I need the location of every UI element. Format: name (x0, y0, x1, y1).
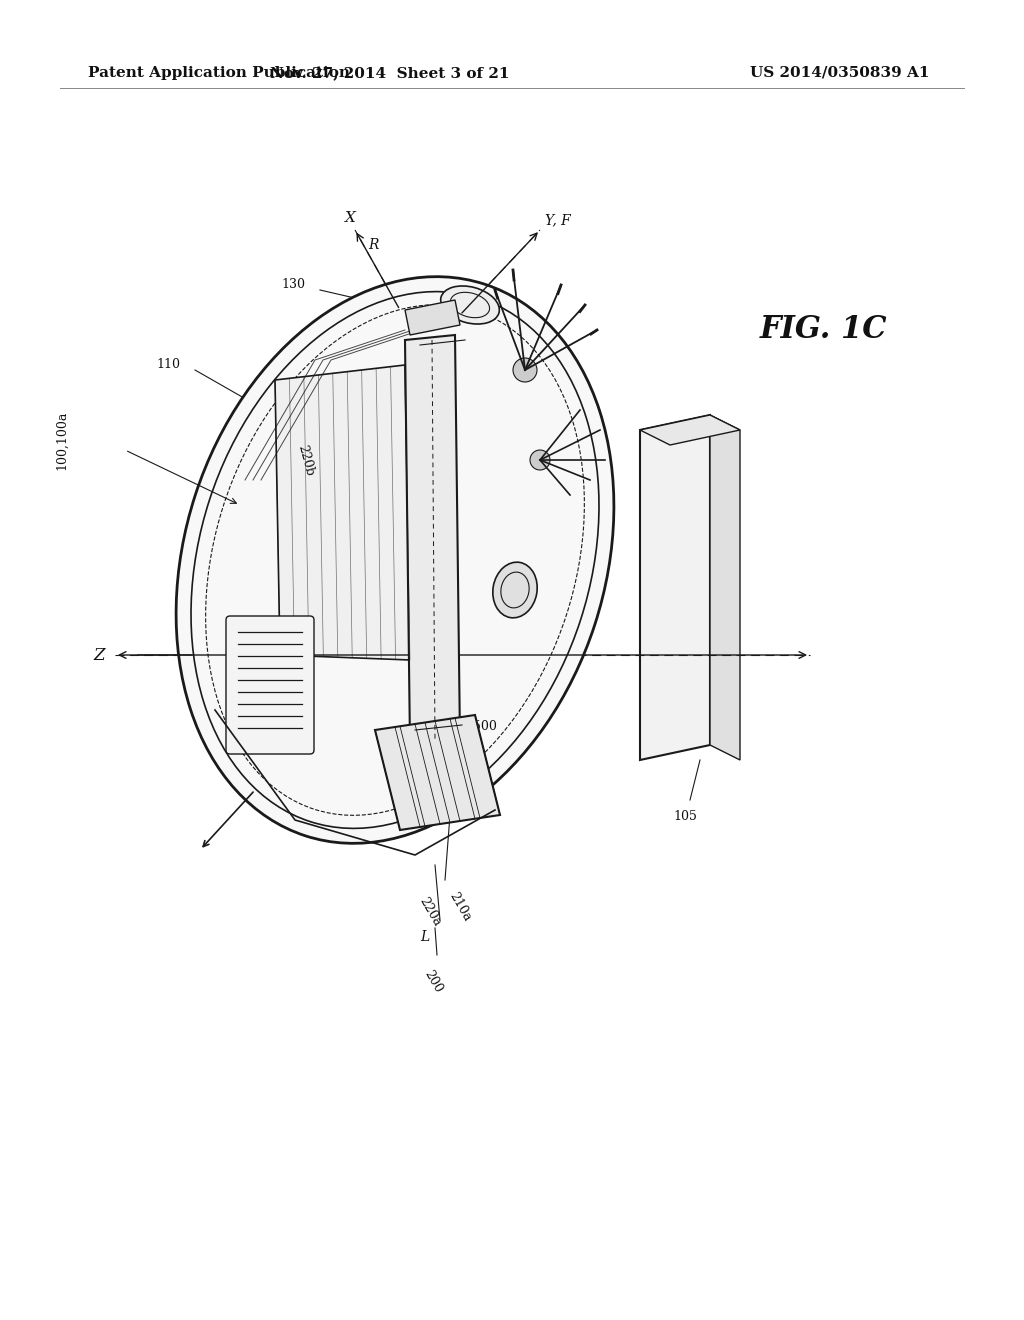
Ellipse shape (530, 450, 550, 470)
Polygon shape (375, 715, 500, 830)
Text: Y, F: Y, F (545, 213, 570, 227)
Text: 500: 500 (473, 719, 497, 733)
Polygon shape (406, 300, 460, 335)
Text: 220b: 220b (295, 444, 315, 477)
Ellipse shape (493, 562, 538, 618)
Text: Nov. 27, 2014  Sheet 3 of 21: Nov. 27, 2014 Sheet 3 of 21 (270, 66, 510, 81)
Polygon shape (406, 335, 460, 744)
Text: 105: 105 (673, 810, 697, 822)
Text: 210b: 210b (425, 428, 445, 462)
FancyBboxPatch shape (226, 616, 314, 754)
Text: FIG. 1C: FIG. 1C (760, 314, 888, 346)
Text: 210a: 210a (446, 890, 473, 924)
Ellipse shape (513, 358, 537, 381)
Polygon shape (640, 414, 740, 445)
Text: X: X (344, 211, 355, 224)
Text: 100,100a: 100,100a (55, 411, 68, 470)
Text: R: R (368, 238, 378, 252)
Text: L: L (421, 931, 430, 944)
Text: Z: Z (93, 647, 105, 664)
Text: 110: 110 (156, 359, 180, 371)
Polygon shape (710, 414, 740, 760)
Ellipse shape (286, 628, 306, 742)
Ellipse shape (176, 277, 614, 843)
Text: 130: 130 (281, 279, 305, 292)
Text: 200: 200 (422, 968, 444, 995)
Polygon shape (275, 366, 410, 660)
Text: Patent Application Publication: Patent Application Publication (88, 66, 350, 81)
Ellipse shape (440, 286, 500, 323)
Polygon shape (640, 414, 710, 760)
Text: US 2014/0350839 A1: US 2014/0350839 A1 (750, 66, 930, 81)
Text: 220a: 220a (417, 895, 443, 928)
